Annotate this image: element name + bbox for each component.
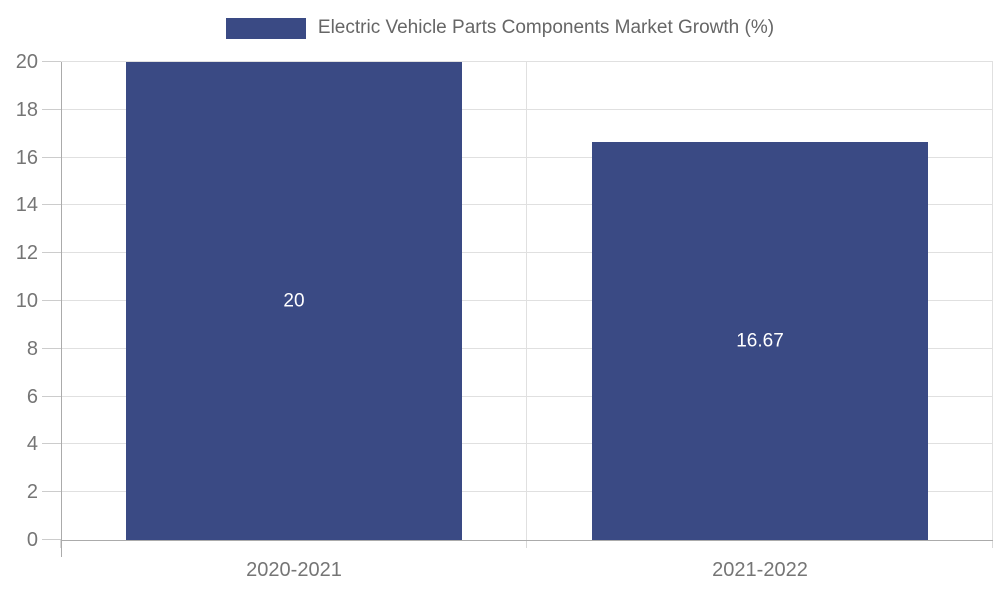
x-tick xyxy=(526,540,527,548)
y-tick xyxy=(42,539,61,540)
y-gridline xyxy=(61,156,993,158)
bar-value-label: 20 xyxy=(283,290,305,312)
y-tick-label: 8 xyxy=(26,337,38,360)
y-tick-label: 6 xyxy=(26,385,38,408)
y-gridline xyxy=(61,108,993,110)
y-gridline xyxy=(61,347,993,349)
y-gridline xyxy=(61,491,993,493)
y-tick-label: 10 xyxy=(15,290,38,312)
y-tick xyxy=(42,491,61,493)
x-category-label: 2020-2021 xyxy=(246,559,342,581)
y-tick xyxy=(42,108,61,110)
x-category-label: 2021-2022 xyxy=(712,559,808,581)
y-gridline xyxy=(61,395,993,397)
x-gridline xyxy=(526,62,527,540)
y-tick-label: 14 xyxy=(15,194,38,217)
legend-swatch-icon xyxy=(225,17,306,39)
x-axis-line xyxy=(61,540,993,541)
bar-2020-2021[interactable]: 20 xyxy=(126,62,462,540)
y-gridline xyxy=(61,252,993,254)
y-tick xyxy=(42,252,61,254)
y-tick-label: 4 xyxy=(26,433,38,456)
bar-value-label: 16.67 xyxy=(736,330,784,352)
x-gridline xyxy=(992,62,993,540)
y-tick-label: 18 xyxy=(15,98,38,121)
bar-2021-2022[interactable]: 16.67 xyxy=(592,141,928,540)
y-tick-label: 16 xyxy=(15,146,38,169)
legend-label: Electric Vehicle Parts Components Market… xyxy=(317,17,775,38)
y-tick xyxy=(42,395,61,397)
y-tick-label: 0 xyxy=(26,529,38,551)
x-tick xyxy=(60,540,61,548)
y-tick-label: 20 xyxy=(15,51,38,73)
y-tick-label: 2 xyxy=(26,481,38,504)
y-tick xyxy=(42,204,61,206)
y-tick xyxy=(42,300,61,301)
y-axis-line xyxy=(61,62,62,557)
y-gridline xyxy=(61,300,993,301)
y-tick xyxy=(42,61,61,62)
legend-item[interactable]: Electric Vehicle Parts Components Market… xyxy=(0,17,1000,39)
y-gridline xyxy=(61,443,993,445)
y-tick xyxy=(42,156,61,158)
x-tick xyxy=(992,540,993,548)
y-tick xyxy=(42,443,61,445)
y-tick-label: 12 xyxy=(15,242,38,265)
y-tick xyxy=(42,347,61,349)
y-gridline xyxy=(61,61,993,62)
y-gridline xyxy=(61,204,993,206)
